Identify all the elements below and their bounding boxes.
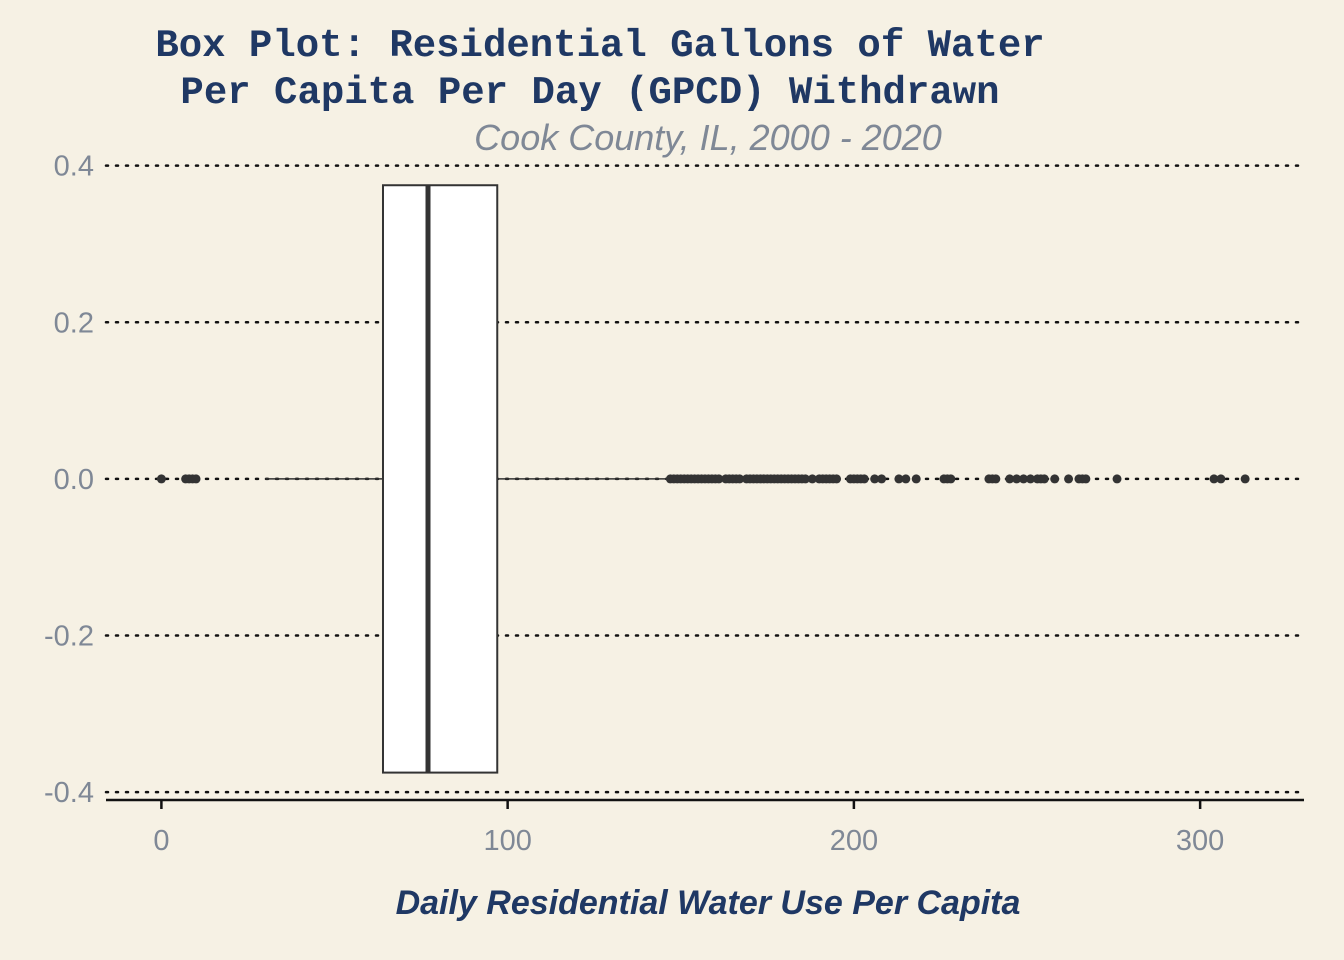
outlier-point-24	[735, 474, 745, 484]
chart-title-line-2: Per Capita Per Day (GPCD) Withdrawn	[180, 71, 999, 115]
outlier-point-79	[1209, 474, 1219, 484]
outlier-point-73	[1050, 474, 1060, 484]
outlier-point-65	[991, 474, 1001, 484]
outlier-point-67	[1012, 474, 1022, 484]
outlier-point-43	[807, 474, 817, 484]
y-tick-label-0: 0.4	[54, 151, 94, 183]
chart-title-line-1: Box Plot: Residential Gallons of Water	[155, 24, 1044, 68]
outlier-point-78	[1112, 474, 1122, 484]
x-tick-label-2: 200	[830, 825, 878, 857]
outlier-point-77	[1081, 474, 1091, 484]
x-tick-label-3: 300	[1176, 825, 1224, 857]
outlier-point-74	[1064, 474, 1074, 484]
outlier-point-19	[714, 474, 724, 484]
outlier-point-59	[911, 474, 921, 484]
outlier-point-4	[191, 474, 201, 484]
y-tick-label-1: 0.2	[54, 307, 94, 339]
outlier-point-54	[859, 474, 869, 484]
y-tick-label-4: -0.4	[44, 777, 94, 809]
outlier-point-49	[832, 474, 842, 484]
outlier-point-0	[156, 474, 166, 484]
outlier-point-72	[1039, 474, 1049, 484]
outlier-point-56	[877, 474, 887, 484]
outlier-point-80	[1216, 474, 1226, 484]
box	[381, 184, 499, 774]
x-axis-ticks: 0 100 200 300	[153, 800, 1224, 857]
outlier-point-62	[946, 474, 956, 484]
x-axis-title: Daily Residential Water Use Per Capita	[396, 884, 1021, 922]
y-axis-ticks: 0.4 0.2 0.0 -0.2 -0.4	[44, 151, 94, 810]
outlier-point-42	[800, 474, 810, 484]
outlier-point-81	[1240, 474, 1250, 484]
outlier-point-57	[894, 474, 904, 484]
chart-subtitle: Cook County, IL, 2000 - 2020	[474, 117, 942, 158]
y-tick-label-2: 0.0	[54, 464, 94, 496]
outlier-points	[156, 474, 1250, 484]
outlier-point-55	[870, 474, 880, 484]
outlier-point-58	[901, 474, 911, 484]
outlier-point-68	[1019, 474, 1029, 484]
box-iqr	[381, 184, 499, 774]
outlier-point-69	[1025, 474, 1035, 484]
outlier-point-66	[1005, 474, 1015, 484]
x-tick-label-0: 0	[153, 825, 169, 857]
y-tick-label-3: -0.2	[44, 621, 94, 653]
x-tick-label-1: 100	[483, 825, 531, 857]
